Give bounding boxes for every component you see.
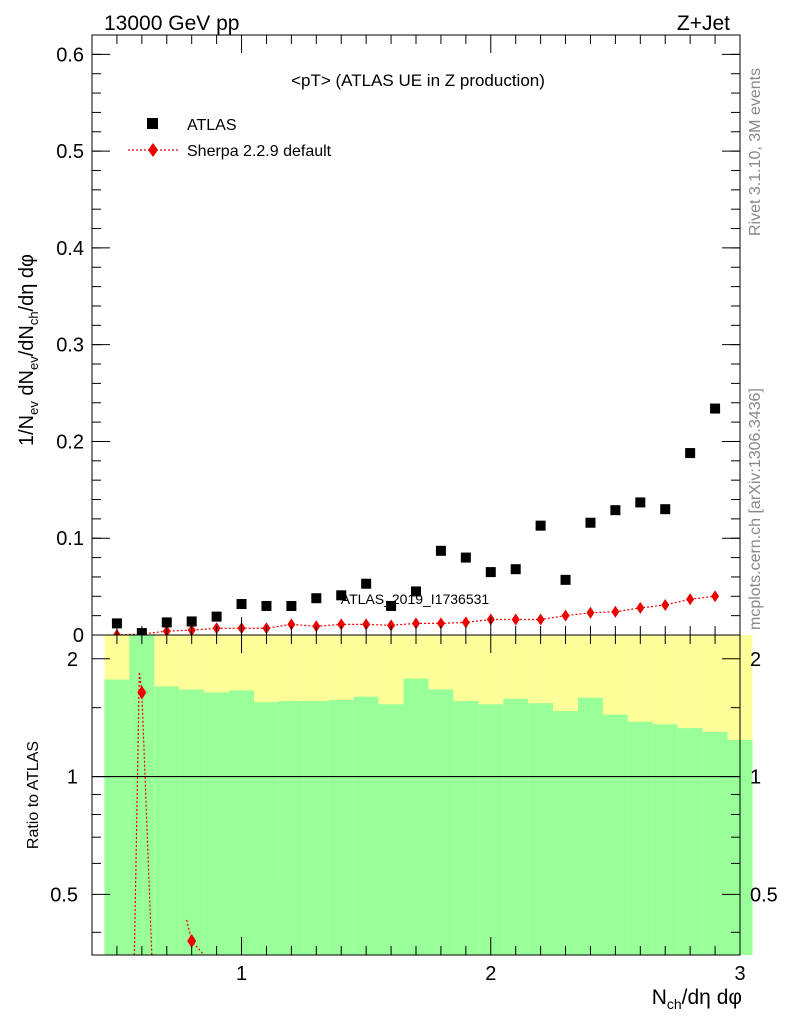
ratio-inner-band: [278, 700, 304, 955]
sherpa-point: [636, 601, 645, 614]
atlas-point: [261, 600, 272, 611]
x-tick-label: 3: [734, 963, 745, 985]
ratio-inner-band: [602, 714, 628, 955]
ratio-panel: [92, 635, 753, 956]
ratio-inner-band: [204, 692, 230, 955]
ratio-inner-band: [453, 700, 479, 955]
atlas-point: [311, 593, 322, 604]
atlas-point: [585, 517, 596, 528]
legend-sherpa-label: Sherpa 2.2.9 default: [187, 143, 332, 160]
ratio-inner-band: [528, 703, 554, 955]
atlas-point: [610, 505, 621, 516]
ratio-inner-band: [353, 696, 379, 955]
atlas-point: [685, 448, 696, 459]
atlas-point: [386, 600, 397, 611]
legend: ATLAS Sherpa 2.2.9 default: [128, 117, 332, 160]
process-title: Z+Jet: [677, 12, 730, 35]
ratio-mc-marker: [187, 934, 197, 949]
atlas-point: [336, 590, 347, 601]
atlas-point: [186, 616, 197, 627]
energy-title: 13000 GeV pp: [104, 12, 239, 35]
sherpa-point: [337, 618, 346, 631]
ratio-inner-band: [328, 699, 354, 955]
atlas-point: [660, 504, 671, 515]
atlas-point: [211, 611, 222, 622]
x-axis-label: Nch/dη dφ: [652, 986, 742, 1012]
atlas-point: [236, 599, 247, 610]
legend-atlas-marker: [147, 118, 158, 129]
ratio-y-axis-label: Ratio to ATLAS: [25, 741, 42, 849]
mcplots-label: mcplots.cern.ch [arXiv:1306.3436]: [747, 388, 764, 630]
atlas-point: [560, 574, 571, 585]
ratio-tick-label: 0.5: [50, 884, 78, 906]
ratio-tick-label-right: 0.5: [750, 884, 778, 906]
atlas-point: [460, 552, 471, 563]
atlas-point: [710, 403, 721, 414]
atlas-point: [485, 567, 496, 578]
y-tick-label: 0.6: [56, 44, 84, 66]
sherpa-point: [461, 616, 470, 629]
x-tick-label: 2: [485, 963, 496, 985]
sherpa-point: [586, 606, 595, 619]
sherpa-point: [711, 590, 720, 603]
ratio-inner-band: [702, 731, 728, 955]
atlas-point: [161, 617, 172, 628]
analysis-watermark: ATLAS_2019_I1736531: [341, 591, 490, 607]
ratio-inner-band: [503, 698, 529, 955]
atlas-point: [411, 586, 421, 597]
ratio-tick-label-right: 2: [750, 649, 761, 671]
sherpa-point: [536, 613, 545, 626]
x-tick-label: 1: [236, 963, 247, 985]
ratio-inner-band: [179, 689, 205, 955]
ratio-inner-band: [104, 679, 130, 955]
y-tick-label: 0.4: [56, 238, 84, 260]
ratio-tick-label: 1: [67, 767, 78, 789]
atlas-point: [435, 545, 446, 556]
atlas-point: [635, 497, 646, 508]
ratio-inner-band: [403, 678, 429, 955]
legend-sherpa-marker: [148, 143, 158, 157]
y-tick-label: 0.1: [56, 528, 84, 550]
rivet-label: Rivet 3.1.10, 3M events: [747, 68, 764, 236]
sherpa-point: [287, 618, 296, 631]
atlas-point: [286, 600, 297, 611]
atlas-point: [510, 564, 521, 575]
sherpa-point: [387, 619, 396, 632]
plot-title: <pT> (ATLAS UE in Z production): [291, 71, 545, 90]
ratio-inner-band: [129, 635, 155, 955]
sherpa-point: [436, 617, 445, 630]
ratio-inner-band: [553, 711, 578, 955]
y-tick-label: 0.3: [56, 335, 84, 357]
y-tick-label: 0.2: [56, 431, 84, 453]
sherpa-point: [561, 609, 570, 622]
atlas-point: [111, 618, 122, 629]
sherpa-point: [611, 605, 620, 618]
sherpa-point: [686, 593, 695, 606]
y-tick-label: 0.5: [56, 141, 84, 163]
atlas-point: [535, 520, 546, 531]
ratio-inner-band: [303, 700, 329, 955]
ratio-inner-band: [154, 686, 180, 955]
ratio-inner-band: [378, 704, 404, 955]
ratio-mc-marker: [137, 685, 147, 700]
ratio-inner-band: [627, 721, 653, 955]
ratio-inner-band: [254, 702, 279, 955]
ratio-tick-label: 2: [67, 649, 78, 671]
ratio-inner-band: [652, 724, 678, 955]
sherpa-point: [661, 599, 670, 611]
sherpa-point: [511, 613, 520, 626]
atlas-point: [361, 578, 372, 589]
y-tick-label: 0: [73, 625, 84, 647]
ratio-tick-label-right: 1: [750, 767, 761, 789]
ratio-inner-band: [478, 704, 504, 955]
ratio-inner-band: [229, 690, 254, 955]
ratio-inner-band: [578, 697, 603, 955]
main-y-axis-label: 1/Nev dNev/dNch/dη dφ: [16, 254, 41, 446]
ratio-inner-band: [428, 689, 454, 955]
sherpa-point: [412, 617, 420, 630]
ratio-inner-band: [677, 728, 703, 955]
legend-atlas-label: ATLAS: [187, 117, 237, 134]
sherpa-point: [362, 618, 371, 631]
